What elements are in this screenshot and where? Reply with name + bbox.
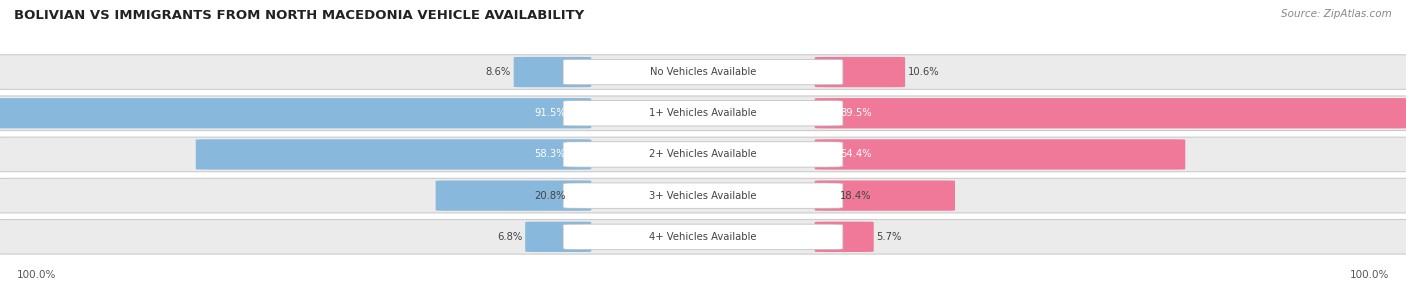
- FancyBboxPatch shape: [815, 98, 1406, 128]
- FancyBboxPatch shape: [0, 55, 1406, 89]
- Text: 20.8%: 20.8%: [534, 191, 565, 200]
- FancyBboxPatch shape: [815, 139, 1185, 170]
- FancyBboxPatch shape: [815, 57, 905, 87]
- Text: 10.6%: 10.6%: [908, 67, 939, 77]
- Text: 3+ Vehicles Available: 3+ Vehicles Available: [650, 191, 756, 200]
- Text: BOLIVIAN VS IMMIGRANTS FROM NORTH MACEDONIA VEHICLE AVAILABILITY: BOLIVIAN VS IMMIGRANTS FROM NORTH MACEDO…: [14, 9, 585, 21]
- FancyBboxPatch shape: [562, 142, 844, 167]
- Text: 5.7%: 5.7%: [876, 232, 901, 242]
- Text: 8.6%: 8.6%: [485, 67, 510, 77]
- FancyBboxPatch shape: [195, 139, 591, 170]
- Text: 58.3%: 58.3%: [534, 150, 565, 159]
- Text: 100.0%: 100.0%: [1350, 270, 1389, 280]
- Text: 18.4%: 18.4%: [841, 191, 872, 200]
- Text: 6.8%: 6.8%: [498, 232, 523, 242]
- FancyBboxPatch shape: [0, 96, 1406, 130]
- FancyBboxPatch shape: [0, 220, 1406, 254]
- FancyBboxPatch shape: [562, 59, 844, 85]
- FancyBboxPatch shape: [0, 98, 591, 128]
- Text: Source: ZipAtlas.com: Source: ZipAtlas.com: [1281, 9, 1392, 19]
- FancyBboxPatch shape: [526, 222, 591, 252]
- Text: 54.4%: 54.4%: [841, 150, 872, 159]
- Text: 1+ Vehicles Available: 1+ Vehicles Available: [650, 108, 756, 118]
- FancyBboxPatch shape: [815, 180, 955, 211]
- FancyBboxPatch shape: [513, 57, 591, 87]
- FancyBboxPatch shape: [436, 180, 591, 211]
- Text: 2+ Vehicles Available: 2+ Vehicles Available: [650, 150, 756, 159]
- Text: 100.0%: 100.0%: [17, 270, 56, 280]
- Text: 91.5%: 91.5%: [534, 108, 565, 118]
- FancyBboxPatch shape: [562, 183, 844, 208]
- Text: 4+ Vehicles Available: 4+ Vehicles Available: [650, 232, 756, 242]
- FancyBboxPatch shape: [0, 178, 1406, 213]
- Text: 89.5%: 89.5%: [841, 108, 872, 118]
- FancyBboxPatch shape: [815, 222, 873, 252]
- FancyBboxPatch shape: [0, 137, 1406, 172]
- FancyBboxPatch shape: [562, 101, 844, 126]
- Text: No Vehicles Available: No Vehicles Available: [650, 67, 756, 77]
- FancyBboxPatch shape: [562, 224, 844, 249]
